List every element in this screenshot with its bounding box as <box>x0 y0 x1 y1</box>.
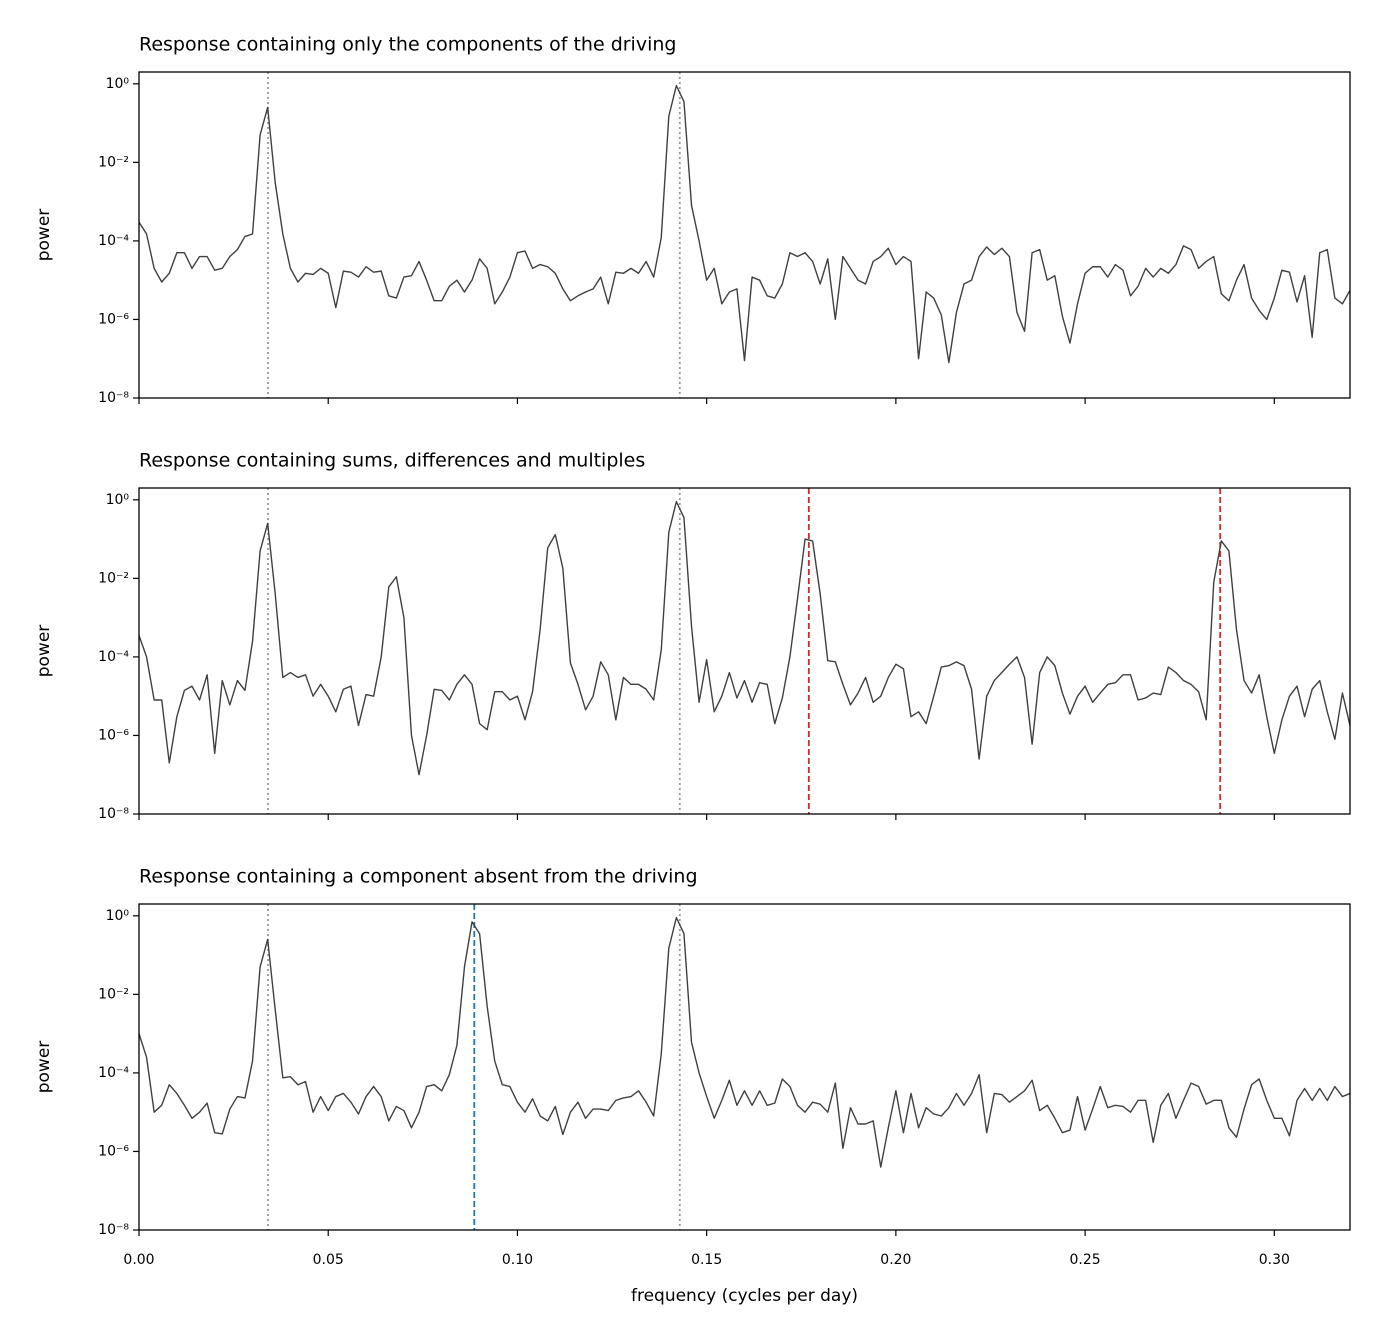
y-tick-label: 10⁻⁴ <box>98 233 129 249</box>
y-axis-label: power <box>34 1041 54 1094</box>
subplot-title: Response containing sums, differences an… <box>139 450 645 472</box>
x-tick-label: 0.15 <box>691 1252 722 1268</box>
x-tick-label: 0.30 <box>1259 1252 1290 1268</box>
subplot: Response containing only the components … <box>34 34 1351 406</box>
x-tick-label: 0.10 <box>502 1252 533 1268</box>
y-tick-label: 10⁻⁴ <box>98 1065 129 1081</box>
plot-frame <box>138 71 1351 399</box>
x-axis-label: frequency (cycles per day) <box>631 1286 858 1306</box>
spectrum-line <box>138 84 1351 364</box>
y-tick-label: 10⁻⁸ <box>98 806 129 822</box>
y-axis-label: power <box>34 209 54 262</box>
y-tick-label: 10⁻² <box>98 154 129 170</box>
y-tick-label: 10⁻⁸ <box>98 1222 129 1238</box>
x-tick-label: 0.05 <box>313 1252 344 1268</box>
plot-frame <box>138 487 1351 815</box>
subplot: Response containing sums, differences an… <box>34 450 1351 822</box>
y-tick-label: 10⁰ <box>106 492 130 508</box>
y-tick-label: 10⁻² <box>98 570 129 586</box>
y-tick-label: 10⁰ <box>106 908 130 924</box>
y-tick-label: 10⁻⁴ <box>98 649 129 665</box>
plot-frame <box>138 903 1351 1231</box>
x-tick-label: 0.25 <box>1070 1252 1101 1268</box>
y-tick-label: 10⁻⁶ <box>98 1143 129 1159</box>
x-tick-label: 0.00 <box>123 1252 154 1268</box>
y-tick-label: 10⁻⁶ <box>98 311 129 327</box>
spectrum-line <box>138 500 1351 776</box>
y-tick-label: 10⁰ <box>106 76 130 92</box>
subplot-title: Response containing only the components … <box>139 34 676 56</box>
x-tick-label: 0.20 <box>880 1252 911 1268</box>
spectrum-line <box>138 916 1351 1168</box>
y-tick-label: 10⁻⁶ <box>98 727 129 743</box>
y-tick-label: 10⁻² <box>98 986 129 1002</box>
y-tick-label: 10⁻⁸ <box>98 390 129 406</box>
subplot: Response containing a component absent f… <box>34 866 1351 1306</box>
y-axis-label: power <box>34 625 54 678</box>
subplot-title: Response containing a component absent f… <box>139 866 698 888</box>
